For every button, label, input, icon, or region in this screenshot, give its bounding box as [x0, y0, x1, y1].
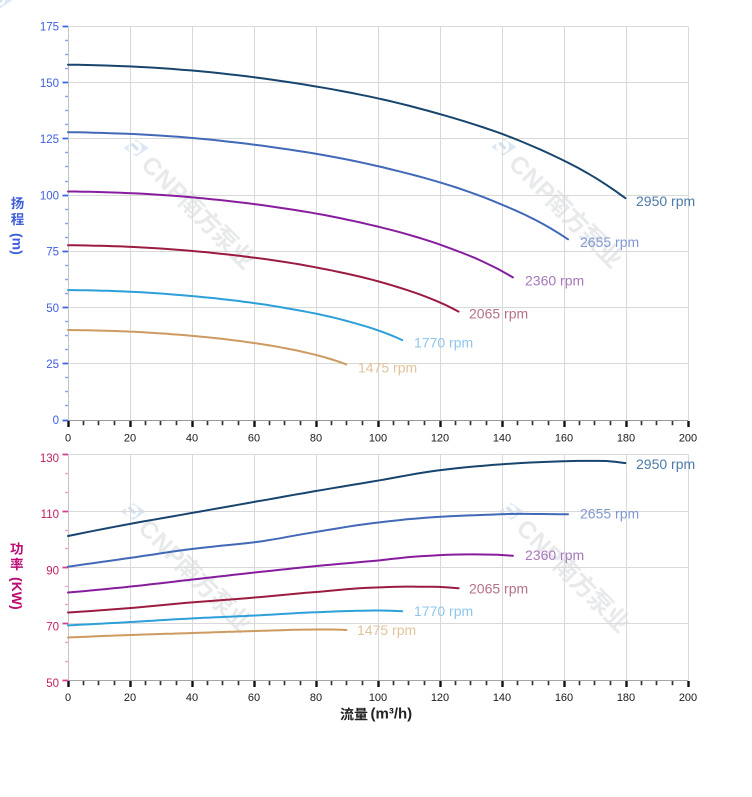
- svg-text:20: 20: [124, 692, 136, 704]
- svg-text:2360 rpm: 2360 rpm: [525, 273, 584, 289]
- svg-text:40: 40: [186, 432, 198, 444]
- svg-text:80: 80: [310, 692, 322, 704]
- svg-text:1475 rpm: 1475 rpm: [358, 360, 417, 376]
- svg-text:160: 160: [555, 432, 573, 444]
- svg-text:0: 0: [65, 692, 71, 704]
- svg-text:(m): (m): [10, 233, 26, 255]
- svg-text:(m³/h): (m³/h): [371, 706, 413, 723]
- svg-text:140: 140: [493, 692, 511, 704]
- svg-text:175: 175: [40, 22, 59, 34]
- svg-text:180: 180: [617, 692, 635, 704]
- svg-text:2950 rpm: 2950 rpm: [636, 193, 695, 209]
- svg-text:(KW): (KW): [9, 577, 25, 610]
- svg-text:0: 0: [53, 415, 59, 427]
- svg-text:110: 110: [41, 509, 59, 521]
- svg-text:80: 80: [310, 432, 322, 444]
- svg-text:1475 rpm: 1475 rpm: [357, 622, 416, 638]
- svg-text:100: 100: [369, 432, 387, 444]
- svg-text:0: 0: [65, 432, 71, 444]
- svg-text:1770 rpm: 1770 rpm: [414, 335, 473, 351]
- svg-text:120: 120: [431, 432, 449, 444]
- svg-text:50: 50: [46, 303, 59, 315]
- svg-text:70: 70: [46, 622, 59, 634]
- svg-text:20: 20: [124, 432, 136, 444]
- svg-text:180: 180: [617, 432, 635, 444]
- svg-text:75: 75: [46, 247, 59, 259]
- svg-text:125: 125: [40, 134, 59, 146]
- svg-text:2065 rpm: 2065 rpm: [469, 306, 528, 322]
- svg-text:40: 40: [186, 692, 198, 704]
- svg-text:2655 rpm: 2655 rpm: [580, 506, 639, 522]
- svg-text:90: 90: [46, 565, 59, 577]
- svg-text:130: 130: [40, 453, 59, 465]
- svg-text:200: 200: [679, 432, 697, 444]
- svg-text:1770 rpm: 1770 rpm: [414, 603, 473, 619]
- svg-text:60: 60: [248, 692, 260, 704]
- svg-text:2655 rpm: 2655 rpm: [580, 234, 639, 250]
- svg-text:100: 100: [40, 190, 59, 202]
- svg-text:100: 100: [369, 692, 387, 704]
- svg-text:60: 60: [248, 432, 260, 444]
- svg-text:2065 rpm: 2065 rpm: [469, 581, 528, 597]
- svg-text:140: 140: [493, 432, 511, 444]
- svg-text:50: 50: [46, 678, 59, 690]
- svg-text:120: 120: [431, 692, 449, 704]
- svg-text:160: 160: [555, 692, 573, 704]
- svg-text:2950 rpm: 2950 rpm: [636, 456, 695, 472]
- svg-text:25: 25: [46, 359, 59, 371]
- svg-text:2360 rpm: 2360 rpm: [525, 547, 584, 563]
- svg-text:150: 150: [40, 78, 59, 90]
- svg-text:200: 200: [679, 692, 697, 704]
